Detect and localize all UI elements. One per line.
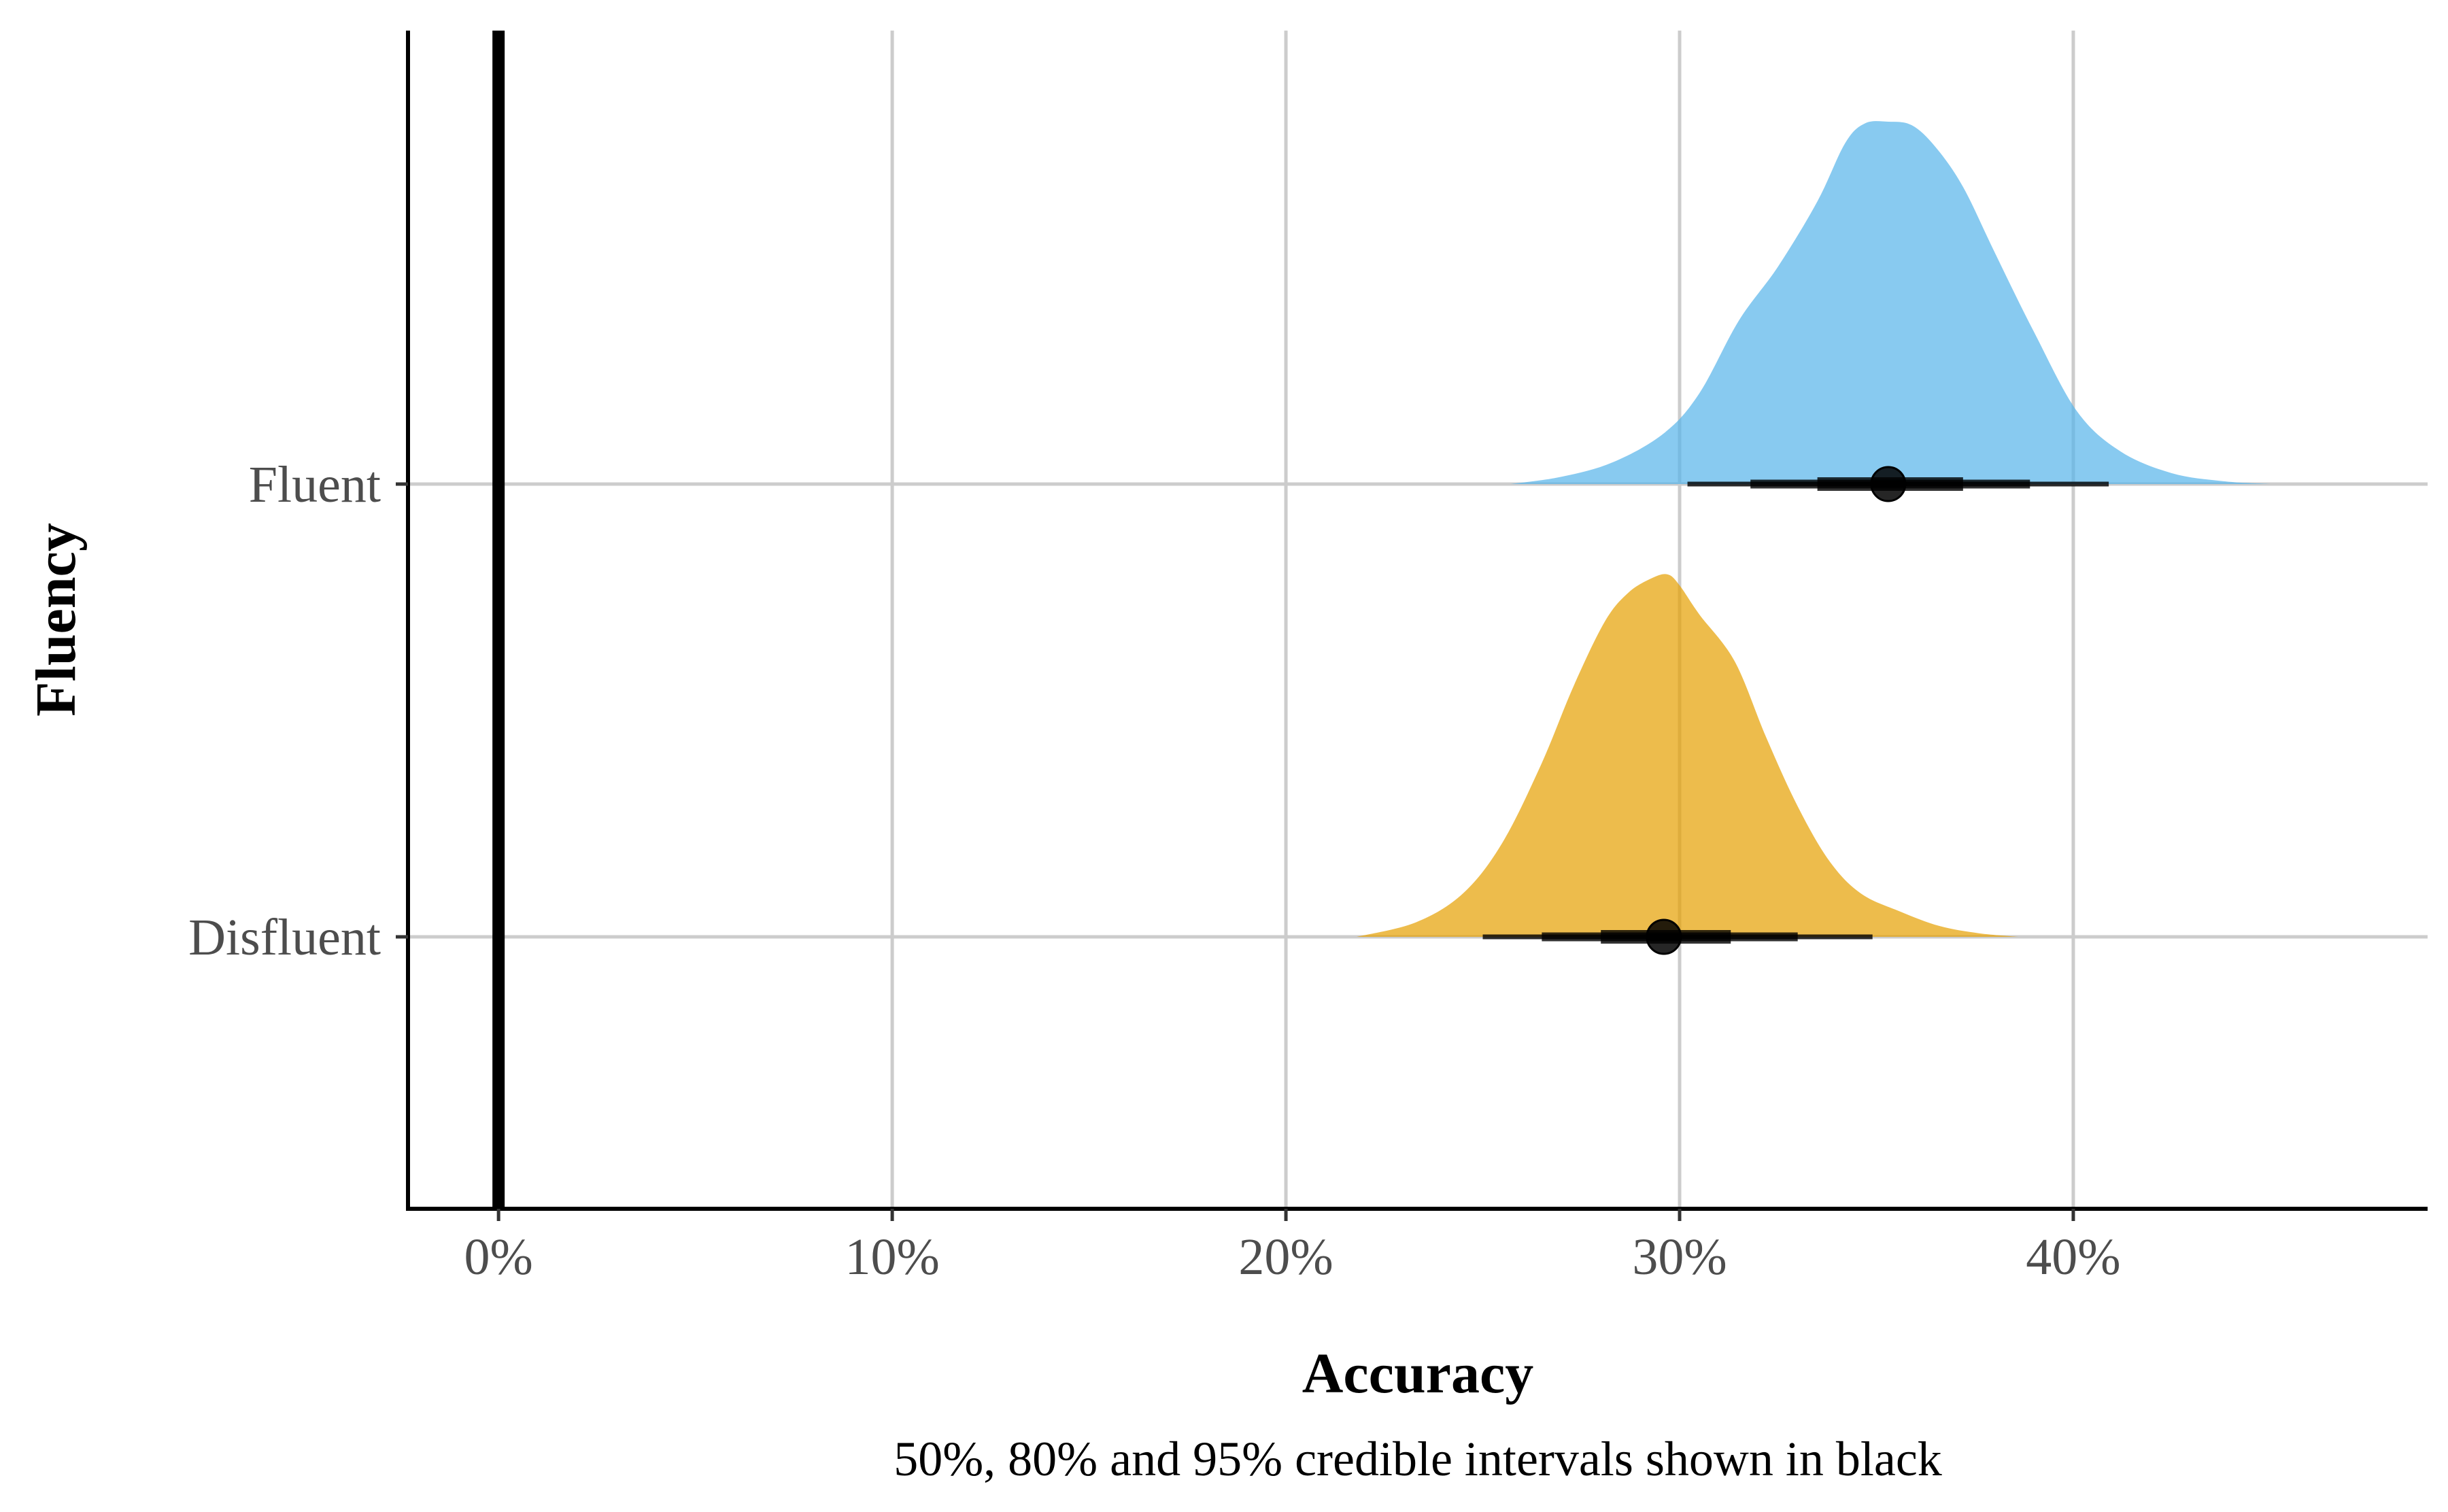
x-tick-label-40-: 40% (2026, 1228, 2120, 1286)
y-axis-ticks: Disfluent Fluent (188, 456, 408, 966)
interval-layer (1482, 466, 2109, 955)
x-axis-ticks: 0% 10% 20% 30% 40% (464, 1209, 2121, 1286)
horizontal-gridlines (408, 482, 2428, 939)
x-tick-label-10-: 10% (845, 1228, 939, 1286)
chart-caption: 50%, 80% and 95% credible intervals show… (894, 1432, 1942, 1486)
y-tick-label-fluent: Fluent (249, 456, 381, 513)
x-tick-label-0-: 0% (464, 1228, 533, 1286)
density-layer (1357, 121, 2271, 937)
density-disfluent (1357, 574, 2018, 937)
x-axis-title: Accuracy (1302, 1342, 1534, 1405)
density-fluent (1510, 121, 2271, 484)
y-axis-title: Fluency (24, 523, 88, 717)
point-estimate-disfluent (1646, 918, 1682, 955)
y-tick-label-disfluent: Disfluent (188, 909, 381, 966)
x-tick-label-30-: 30% (1632, 1228, 1727, 1286)
x-tick-label-20-: 20% (1238, 1228, 1333, 1286)
point-estimate-fluent (1870, 466, 1907, 502)
